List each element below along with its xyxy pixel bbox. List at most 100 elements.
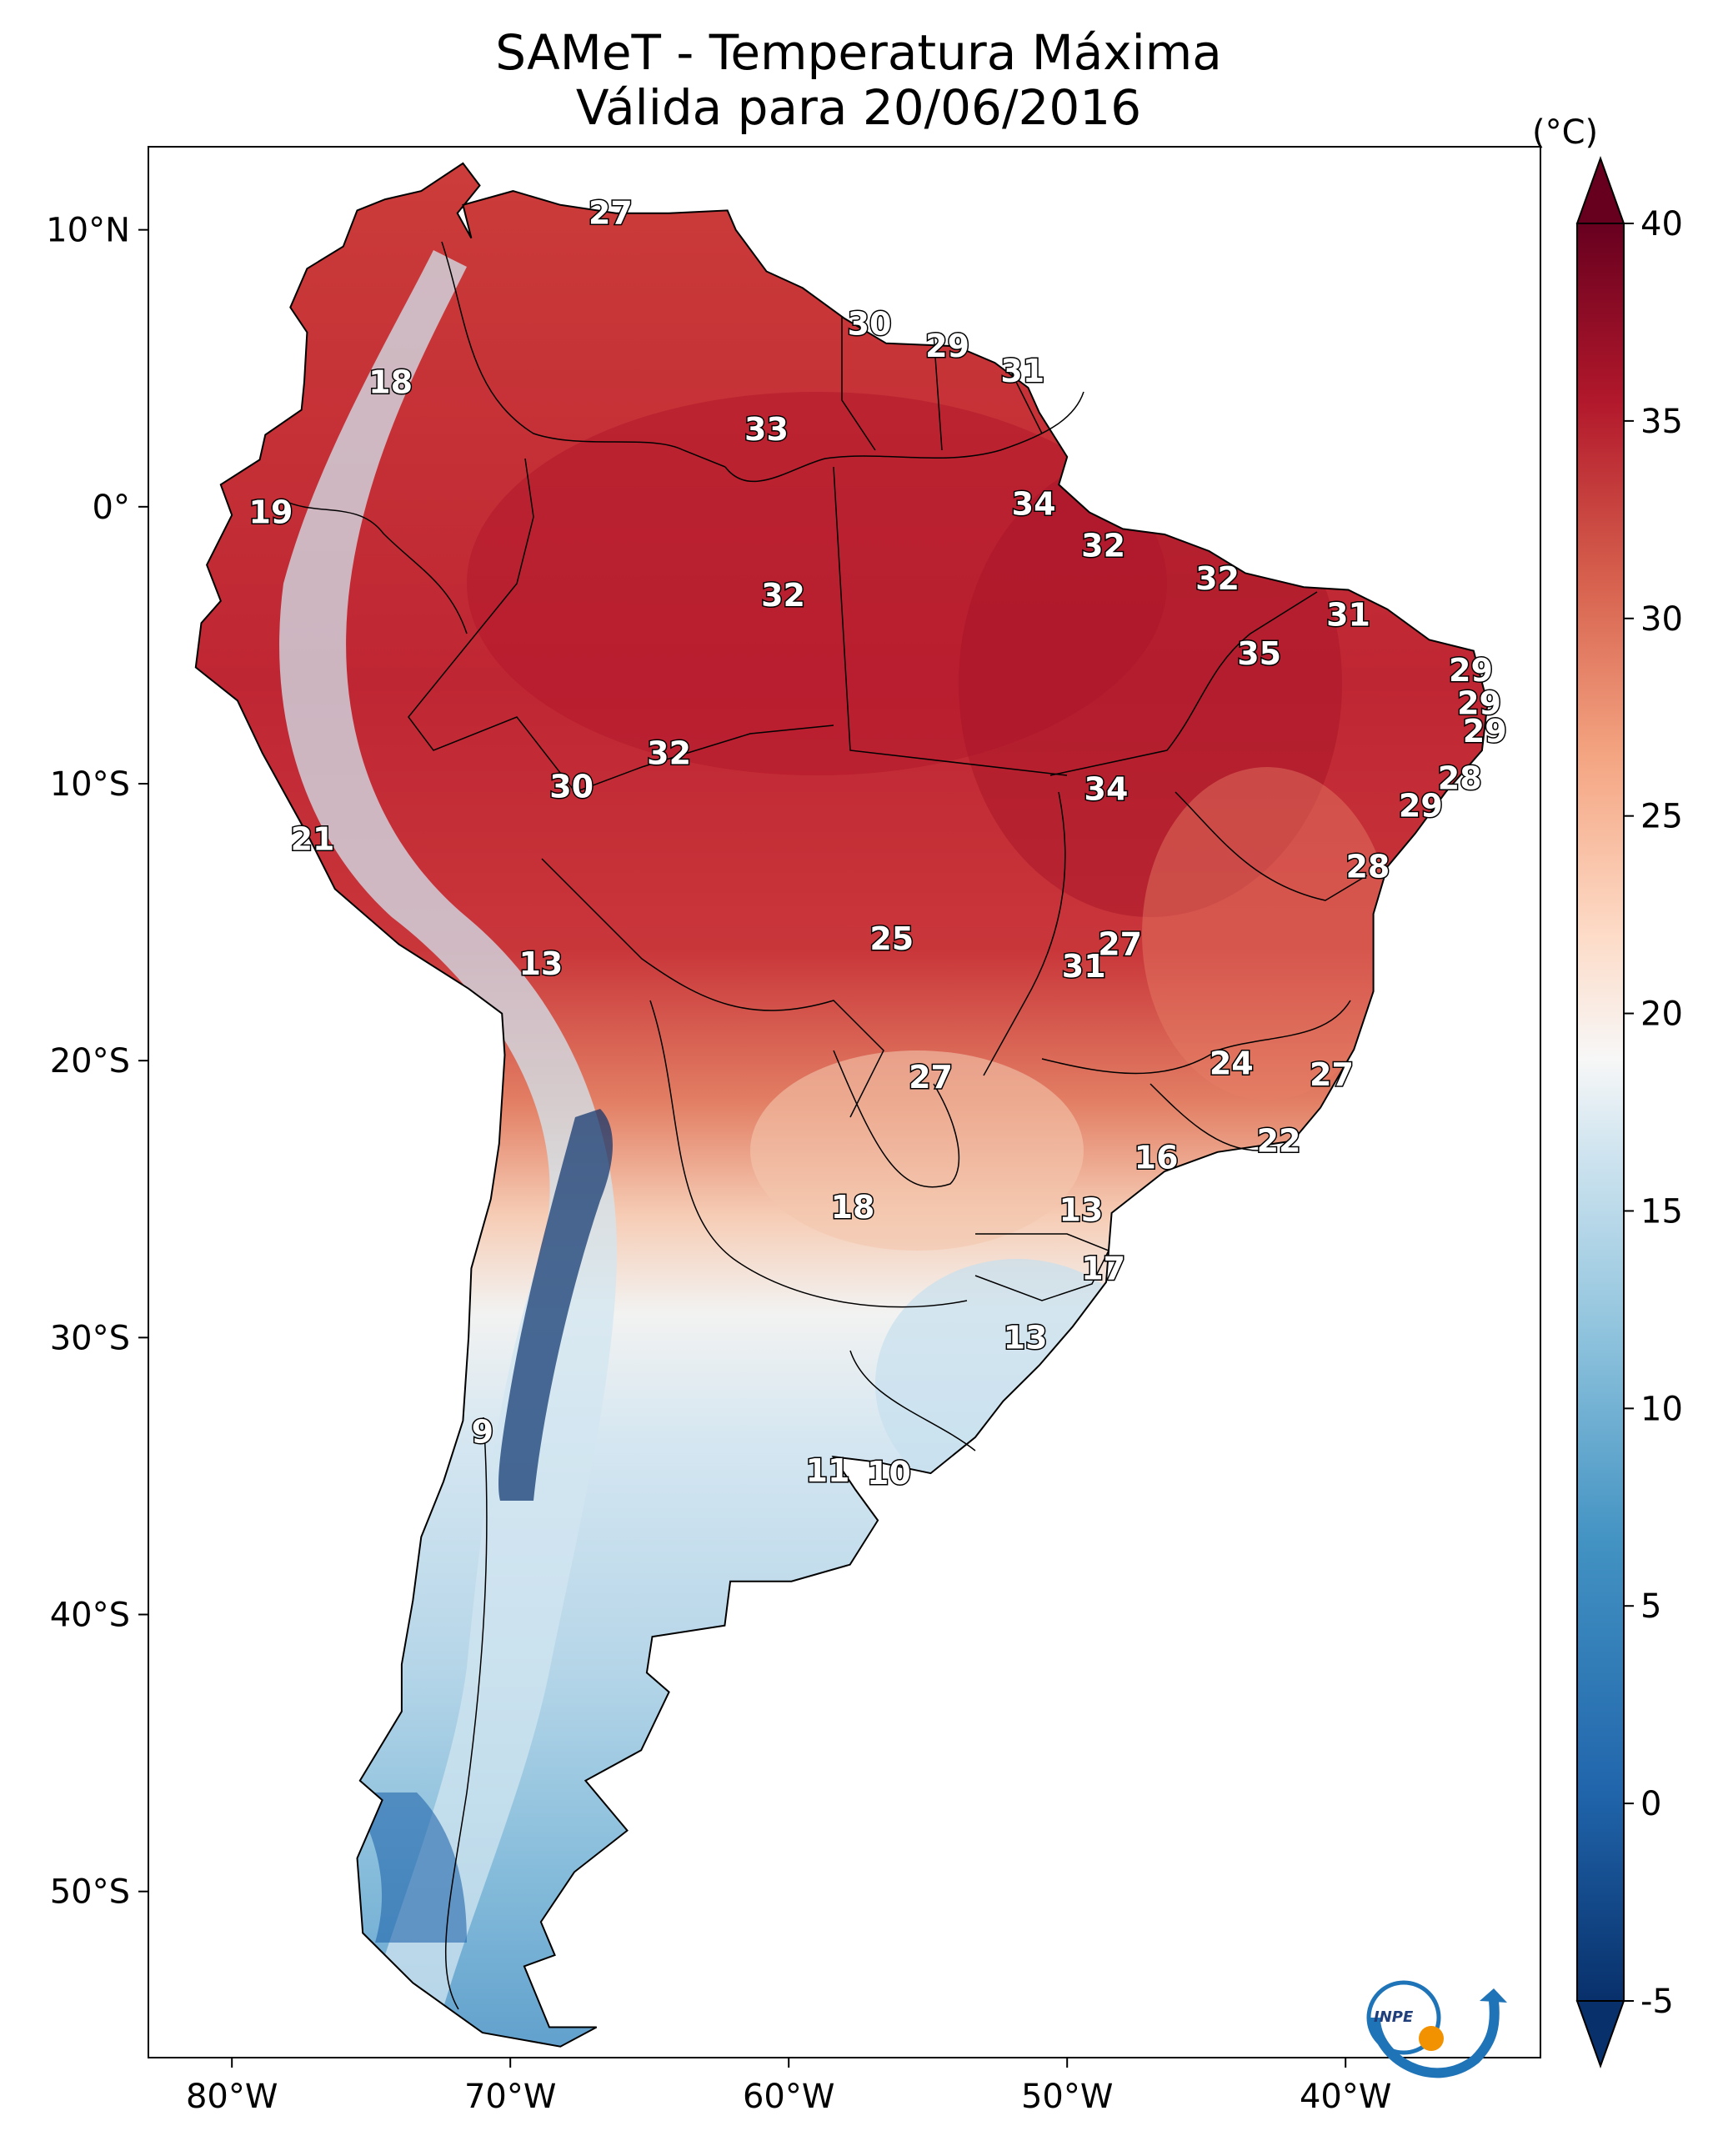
border-bolivia [541, 858, 884, 1118]
temperature-value-label: 25 [869, 920, 914, 957]
temperature-value-label: 9 [472, 1413, 493, 1450]
temperature-value-label: 32 [1081, 527, 1125, 564]
border-paraguay-argentina [649, 1000, 968, 1308]
lat-tick-label: 0° [93, 489, 130, 527]
lon-tick-label: 80°W [186, 2078, 278, 2116]
temperature-value-label: 34 [1084, 771, 1129, 808]
inpe-logo: INPE [1366, 1980, 1507, 2078]
colorbar-tick-label: 0 [1640, 1785, 1661, 1823]
temperature-value-label: 17 [1081, 1250, 1125, 1286]
colorbar-tick-label: 35 [1640, 403, 1683, 441]
border-tocantins [983, 791, 1066, 1076]
longitude-axis: 80°W 70°W 60°W 50°W 40°W [186, 2058, 1391, 2116]
lat-tick-label: 30°S [50, 1319, 130, 1357]
patagonia-cold-core [350, 1792, 467, 1943]
temperature-value-label: 27 [1098, 926, 1142, 963]
border-paraguay-brazil [833, 1050, 960, 1188]
lat-tick-label: 10°S [50, 765, 130, 804]
colorbar-tick-label: 10 [1640, 1390, 1683, 1428]
border-para-maranhao [1049, 591, 1318, 776]
temperature-value-label: 24 [1210, 1045, 1254, 1081]
lon-tick-label: 40°W [1300, 2078, 1391, 2116]
temperature-value-label: 22 [1257, 1123, 1301, 1160]
andes-cool-strip [279, 250, 617, 2043]
map-subtitle: Válida para 20/06/2016 [575, 79, 1142, 136]
colorbar-tick-label: 25 [1640, 798, 1683, 836]
lon-tick-label: 60°W [743, 2078, 834, 2116]
temperature-value-label: 32 [761, 577, 805, 614]
colorbar-tick-label: 15 [1640, 1192, 1683, 1231]
lon-tick-label: 70°W [464, 2078, 556, 2116]
temperature-value-label: 33 [744, 411, 789, 448]
border-colombia-venezuela [441, 241, 726, 468]
temperature-value-label: 13 [518, 945, 563, 982]
temperature-value-label: 35 [1237, 635, 1281, 672]
temperature-value-label: 31 [1062, 948, 1106, 985]
temperature-value-label: 28 [1438, 760, 1482, 796]
warm-bahia [1142, 767, 1392, 1101]
colorbar-tick-label: 30 [1640, 600, 1683, 639]
temperature-value-label: 13 [1059, 1192, 1103, 1229]
colorbar-gradient [1576, 223, 1625, 2002]
map-frame [148, 146, 1541, 2058]
lat-tick-label: 10°N [46, 212, 130, 250]
coastline [194, 162, 1489, 2048]
border-uruguay [849, 1350, 976, 1452]
lat-tick-label: 20°S [50, 1042, 130, 1081]
border-ecuador-peru [283, 499, 468, 634]
temperature-value-label: 28 [1345, 849, 1390, 885]
border-north-brazil [724, 391, 1084, 483]
temperature-value-label: 34 [1012, 486, 1056, 523]
temperature-value-label: 31 [1000, 353, 1044, 389]
temperature-value-label: 29 [1399, 788, 1443, 825]
andes-cold-core [498, 1109, 613, 1501]
logo-arrow-icon [1480, 1988, 1507, 2003]
temperature-value-label: 13 [1004, 1319, 1048, 1356]
border-guyana [841, 317, 876, 451]
temperature-value-label: 31 [1326, 596, 1370, 633]
mild-chaco [750, 1050, 1084, 1251]
logo-swoosh-icon [1370, 2000, 1500, 2078]
colorbar-tick-label: 20 [1640, 995, 1683, 1034]
border-amazonas-para [833, 466, 1068, 776]
colorbar-extend-high [1575, 156, 1625, 224]
country-borders [283, 241, 1368, 2010]
temperature-value-label: 27 [589, 195, 633, 232]
border-suriname [933, 333, 943, 451]
border-french-guiana [1008, 366, 1043, 434]
border-brazil-south [974, 1233, 1110, 1301]
lon-tick-label: 50°W [1021, 2078, 1113, 2116]
temperature-value-label: 21 [291, 820, 335, 857]
temperature-value-label: 27 [909, 1059, 953, 1096]
border-chile-argentina [444, 1416, 488, 2010]
colorbar-tick-label: -5 [1640, 1983, 1674, 2021]
colorbar-extend-low [1575, 2000, 1625, 2068]
colorbar-ticks: 40 35 30 25 20 15 10 5 0 -5 [1624, 205, 1683, 2021]
temperature-value-label: 19 [249, 494, 293, 530]
logo-sun-icon [1419, 2026, 1444, 2051]
temperature-value-label: 30 [549, 768, 594, 805]
temperature-value-label: 29 [925, 328, 969, 364]
map-title: SAMeT - Temperatura Máxima [495, 24, 1222, 81]
logo-text: INPE [1374, 2008, 1414, 2026]
temperature-value-label: 32 [1195, 560, 1240, 597]
temperature-value-label: 11 [806, 1452, 850, 1489]
border-bahia [1175, 791, 1368, 901]
temperature-value-label: 30 [848, 306, 892, 343]
temperature-value-label: 29 [1449, 652, 1493, 689]
lat-tick-label: 50°S [50, 1873, 130, 1912]
latitude-axis: 10°N 0° 10°S 20°S 30°S 40°S 50°S [46, 212, 148, 1912]
border-rio [1150, 1083, 1260, 1151]
lat-tick-label: 40°S [50, 1597, 130, 1635]
border-minas [1041, 1000, 1351, 1075]
border-peru-brazil [408, 458, 834, 793]
colorbar-tick-label: 40 [1640, 205, 1683, 243]
temperature-value-label: 16 [1134, 1139, 1179, 1176]
colorbar-tick-label: 5 [1640, 1587, 1661, 1626]
temperature-value-label: 27 [1310, 1056, 1354, 1093]
colorbar: (°C) 40 35 30 25 20 15 10 5 0 -5 [1532, 113, 1683, 2068]
colorbar-unit: (°C) [1532, 113, 1598, 152]
temperature-value-label: 18 [831, 1189, 875, 1226]
